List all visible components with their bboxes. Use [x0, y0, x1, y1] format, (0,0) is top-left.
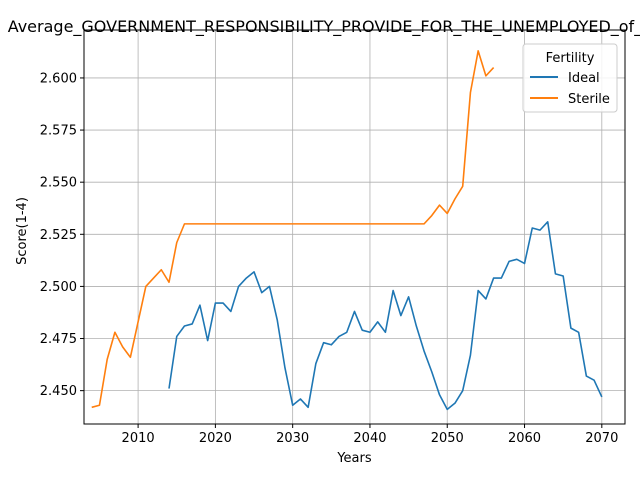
y-tick-label: 2.450: [40, 384, 77, 399]
y-tick-label: 2.500: [40, 280, 77, 295]
y-axis-ticks: 2.450 2.475 2.500 2.525 2.550 2.575 2.600: [40, 71, 84, 399]
grid: [84, 30, 625, 424]
y-tick-label: 2.525: [40, 228, 77, 243]
x-axis-label: Years: [336, 451, 372, 466]
x-tick-label: 2010: [122, 431, 155, 446]
legend-box: [522, 43, 618, 113]
legend-label-sterile: Sterile: [568, 92, 610, 107]
legend: Fertility Ideal Sterile: [522, 43, 618, 113]
x-tick-label: 2030: [276, 431, 309, 446]
legend-label-ideal: Ideal: [568, 71, 600, 86]
y-tick-label: 2.600: [40, 71, 77, 86]
series-line-ideal: [168, 220, 603, 411]
x-tick-label: 2050: [431, 431, 464, 446]
y-tick-label: 2.575: [40, 124, 77, 139]
plot-frame: [83, 29, 626, 425]
chart-title: Average_GOVERNMENT_RESPONSIBILITY_PROVID…: [8, 17, 640, 37]
y-tick-label: 2.550: [40, 176, 77, 191]
x-tick-label: 2060: [508, 431, 541, 446]
series-line-sterile: [91, 50, 495, 409]
y-axis-label: Score(1-4): [15, 197, 30, 265]
legend-title: Fertility: [546, 51, 595, 66]
x-tick-label: 2020: [199, 431, 232, 446]
x-axis-ticks: 2010 2020 2030 2040 2050 2060 2070: [122, 424, 618, 446]
x-tick-label: 2040: [353, 431, 386, 446]
y-tick-label: 2.475: [40, 332, 77, 347]
series-lines: [91, 50, 603, 411]
x-tick-label: 2070: [585, 431, 618, 446]
